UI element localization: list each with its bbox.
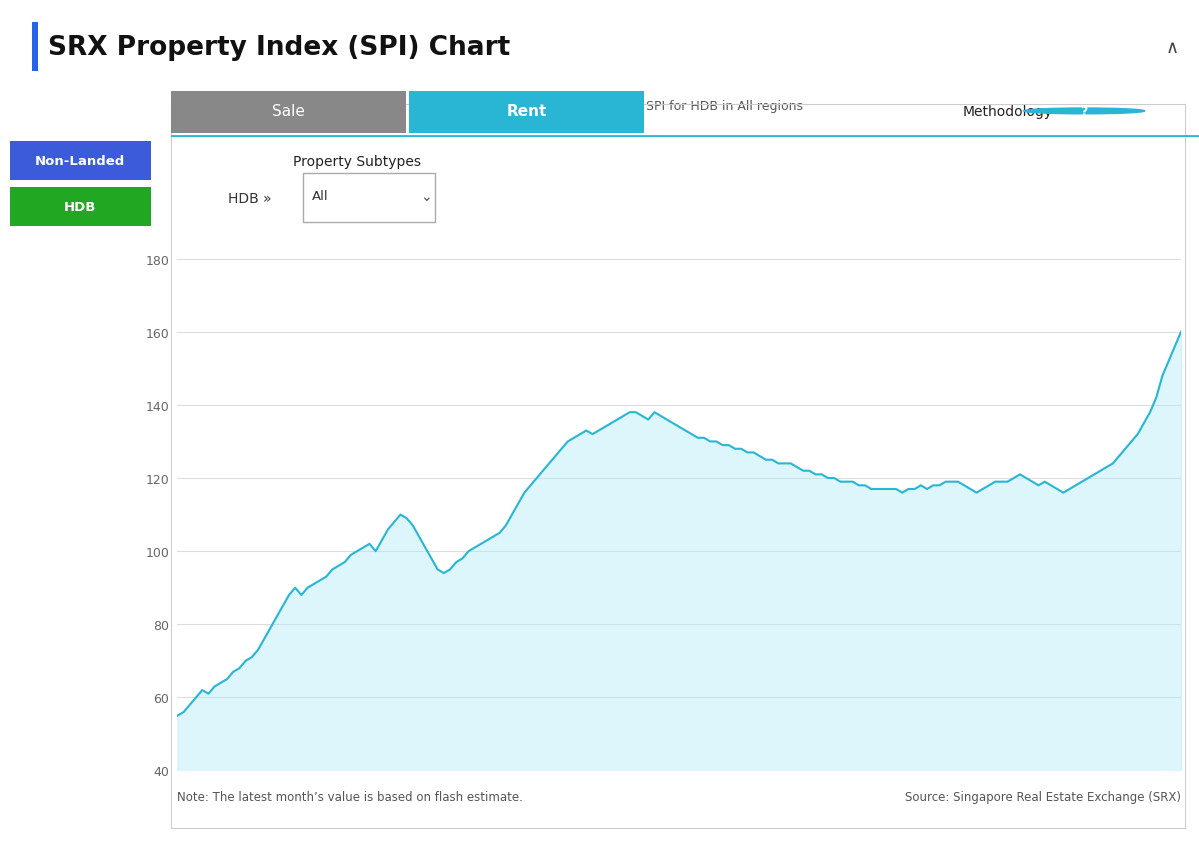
- Bar: [10, 188, 151, 226]
- Bar: [409, 92, 644, 133]
- Text: Source: Singapore Real Estate Exchange (SRX): Source: Singapore Real Estate Exchange (…: [905, 790, 1181, 803]
- Bar: [171, 92, 406, 133]
- Text: ⌄: ⌄: [421, 189, 432, 203]
- Text: All: All: [312, 190, 329, 203]
- Text: SRX Property Index (SPI) Chart: SRX Property Index (SPI) Chart: [48, 35, 511, 61]
- Text: ?: ?: [1080, 105, 1087, 118]
- Bar: [10, 142, 151, 181]
- Text: Note: The latest month’s value is based on flash estimate.: Note: The latest month’s value is based …: [177, 790, 523, 803]
- Text: ∧: ∧: [1167, 39, 1179, 57]
- Circle shape: [1024, 108, 1145, 115]
- Text: HDB: HDB: [64, 201, 97, 214]
- Text: HDB »: HDB »: [228, 191, 272, 206]
- Text: Property Subtypes: Property Subtypes: [294, 155, 421, 169]
- Text: Rent: Rent: [506, 104, 547, 120]
- Text: Non-Landed: Non-Landed: [35, 155, 126, 168]
- Text: Methodology: Methodology: [963, 105, 1053, 119]
- Bar: [32, 23, 38, 72]
- Text: Sale: Sale: [272, 104, 306, 120]
- Bar: [303, 174, 435, 223]
- Legend: Rental SPI for HDB in All regions: Rental SPI for HDB in All regions: [555, 99, 803, 113]
